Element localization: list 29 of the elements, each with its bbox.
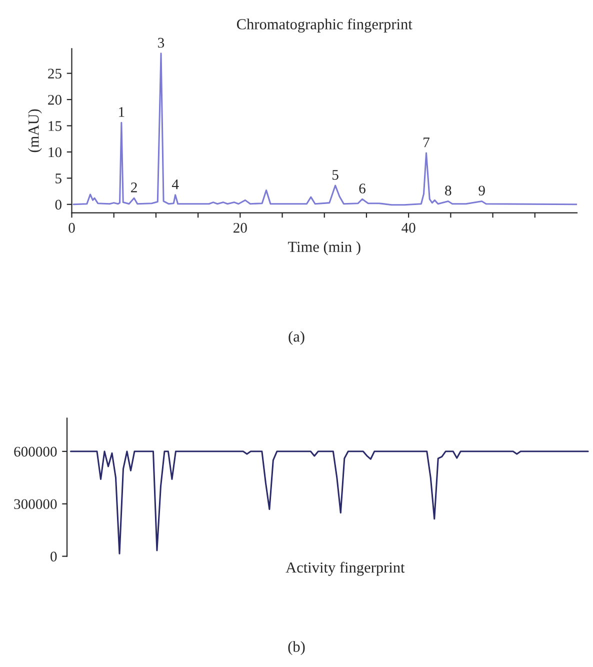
x-tick-label: 20	[234, 222, 247, 233]
annotation: 5	[332, 170, 338, 180]
annotation: 9	[478, 186, 485, 196]
annotation: 4	[172, 179, 179, 190]
y-axis-title: (mAU)	[28, 109, 42, 152]
annotation: 3	[158, 38, 164, 48]
annotation: 8	[445, 186, 452, 196]
y-tick-label: 600000	[14, 446, 57, 457]
annotation: 6	[359, 184, 366, 194]
y-tick-label: 0	[55, 200, 62, 210]
x-tick-label: 40	[402, 222, 416, 233]
annotation: 1	[119, 107, 124, 117]
y-tick-label: 5	[56, 174, 62, 184]
y-tick-label: 0	[50, 552, 57, 562]
chart-title: Chromatographic fingerprint	[236, 18, 412, 33]
y-tick-label: 25	[48, 68, 62, 79]
line-series	[70, 450, 589, 554]
text: Activity fingerprint	[286, 562, 405, 576]
y-tick-label: 10	[48, 147, 62, 158]
line-series	[72, 52, 577, 206]
y-tick-label: 300000	[14, 499, 57, 510]
y-tick-label: 15	[48, 121, 62, 131]
annotation: 7	[424, 138, 430, 148]
annotation: 2	[131, 182, 137, 192]
text: (a)	[288, 330, 304, 345]
x-axis-title: Time (min )	[288, 241, 360, 256]
text: (b)	[288, 641, 305, 655]
x-tick-label: 0	[68, 222, 75, 233]
y-tick-label: 20	[48, 94, 62, 105]
